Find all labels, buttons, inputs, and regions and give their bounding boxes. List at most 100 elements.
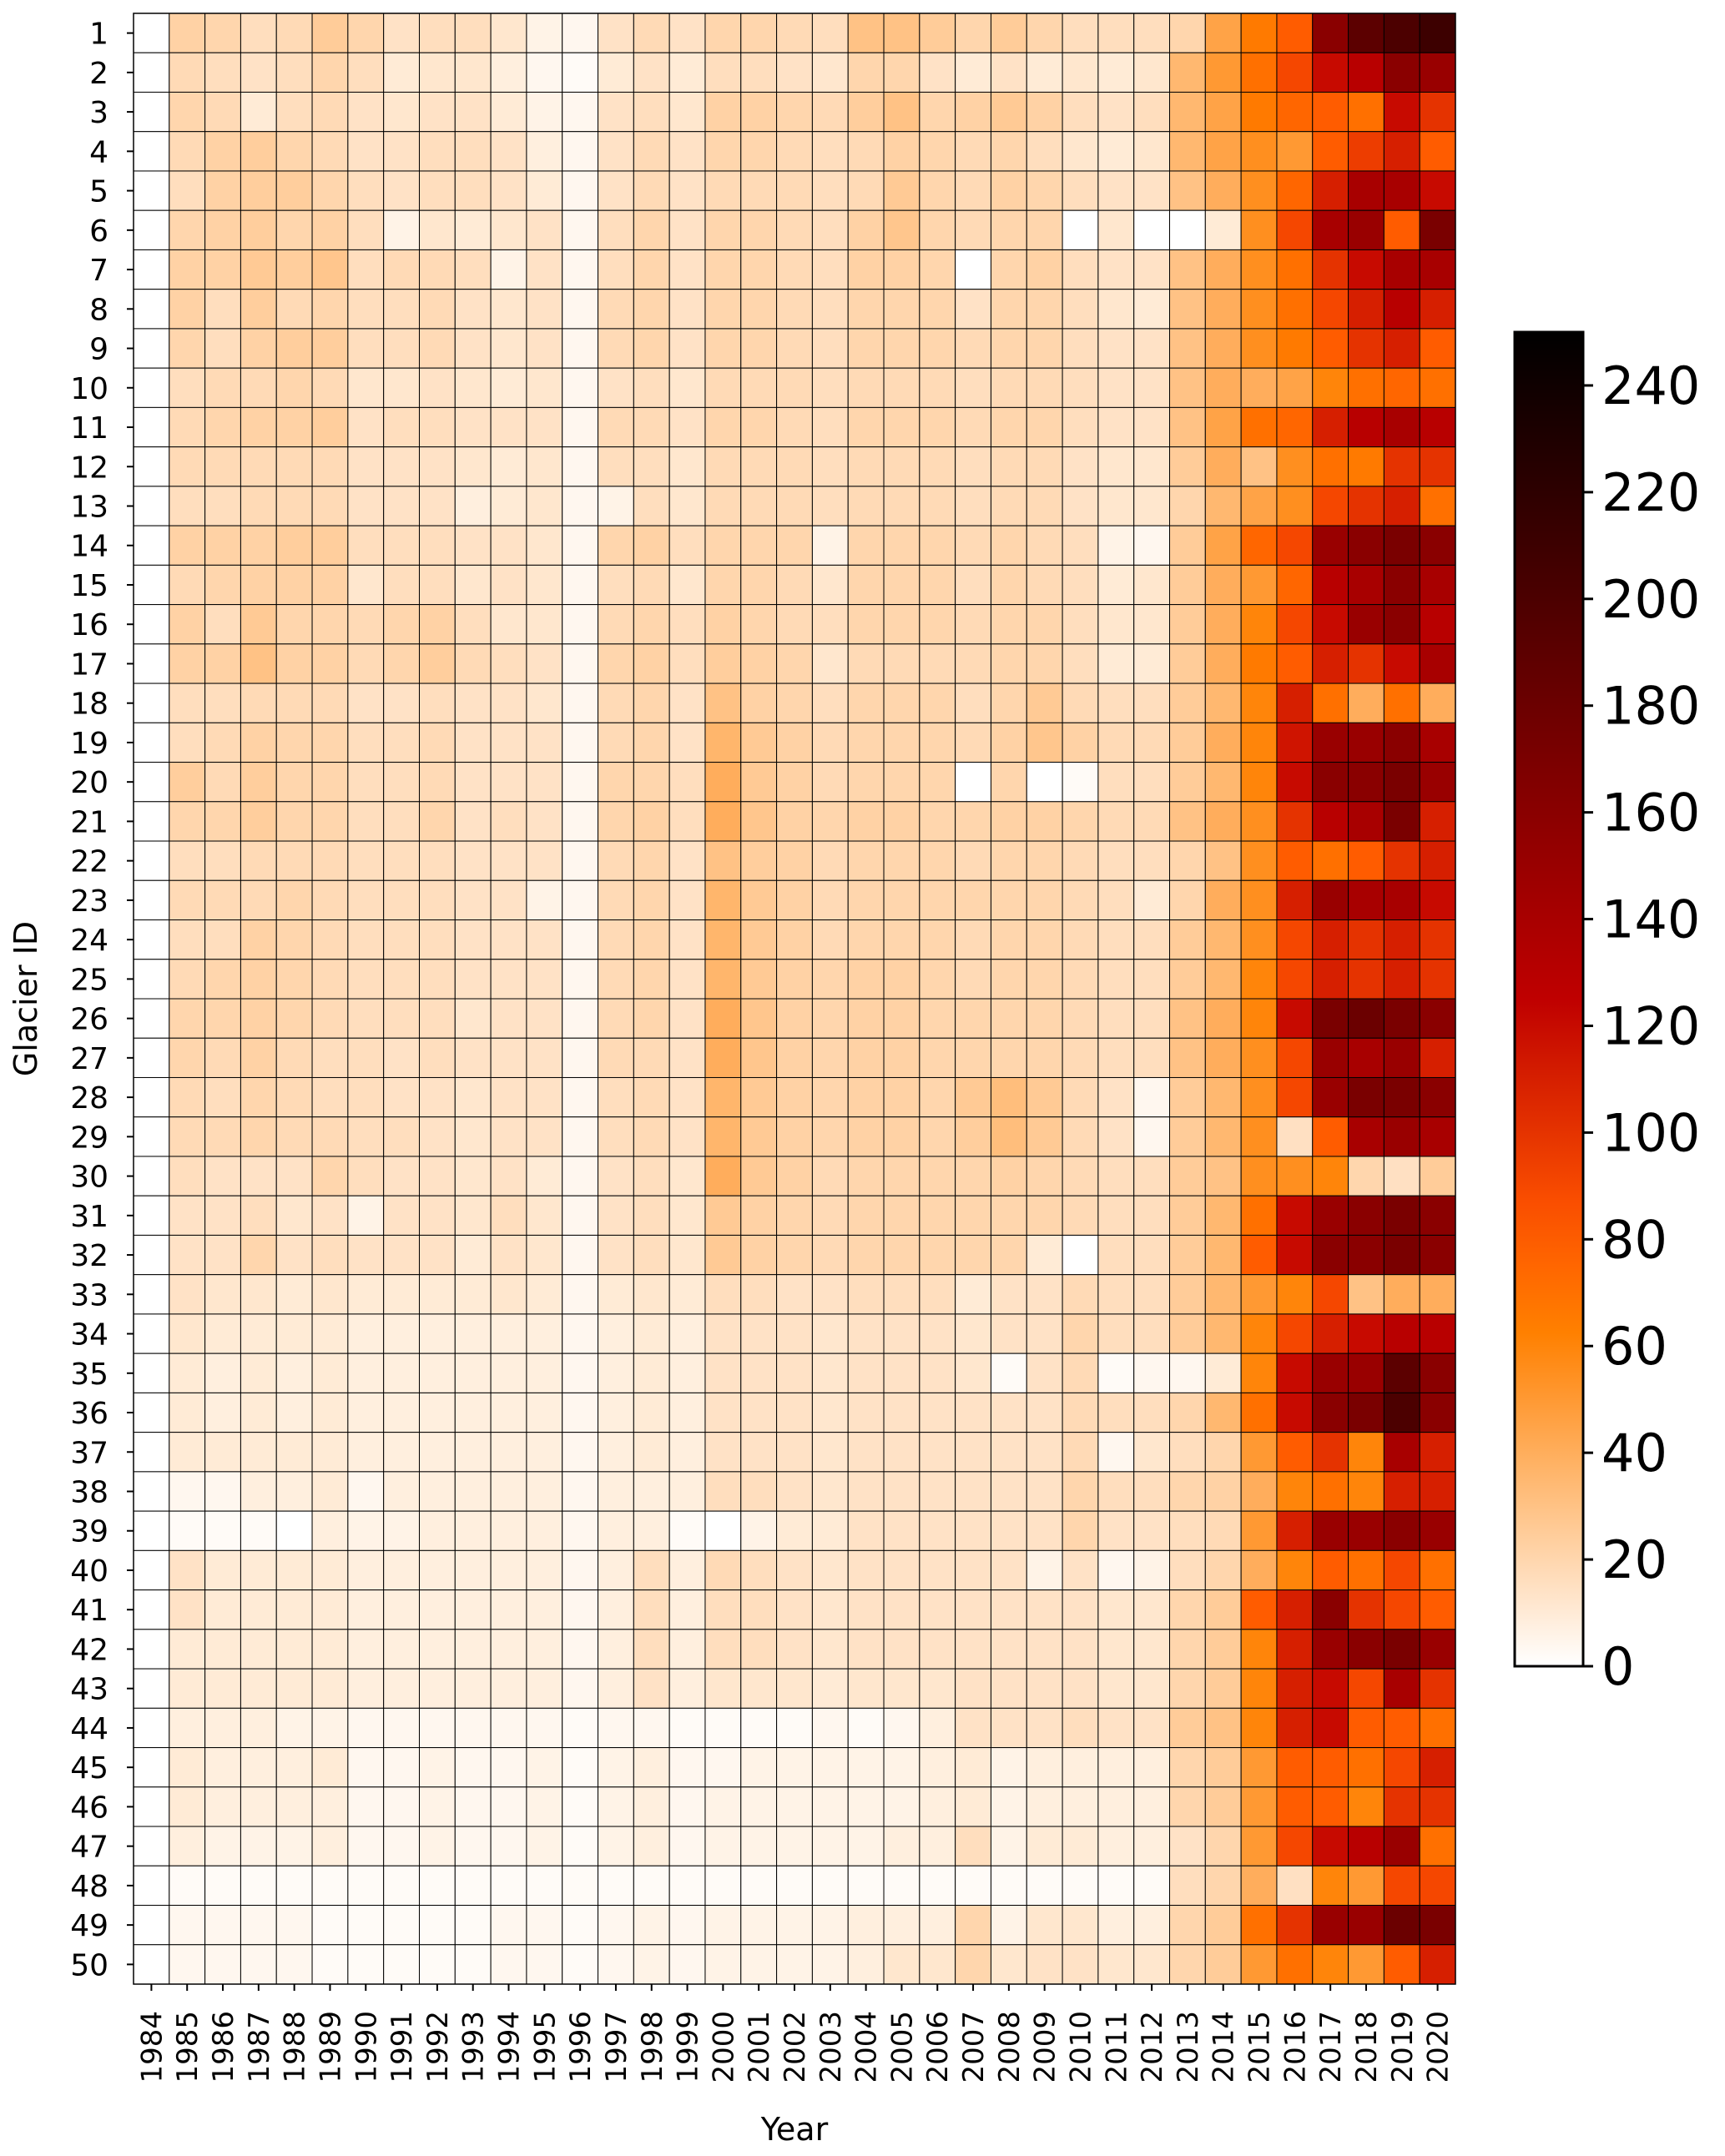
heatmap-cell: [776, 604, 813, 645]
heatmap-cell: [347, 1707, 385, 1749]
heatmap-cell: [1419, 1826, 1456, 1866]
heatmap-cell: [526, 1549, 563, 1591]
heatmap-cell: [1240, 13, 1278, 53]
heatmap-cell: [633, 52, 670, 93]
heatmap-cell: [704, 486, 742, 526]
heatmap-cell: [1133, 1037, 1171, 1078]
heatmap-cell: [133, 1629, 170, 1670]
heatmap-cell: [562, 209, 599, 250]
heatmap-cell: [204, 1471, 241, 1512]
heatmap-cell: [1348, 289, 1385, 330]
heatmap-cell: [240, 998, 277, 1039]
heatmap-cell: [1240, 683, 1278, 723]
heatmap-cell: [847, 170, 885, 211]
heatmap-cell: [526, 1234, 563, 1276]
heatmap-cell: [1062, 1865, 1099, 1907]
heatmap-cell: [776, 1629, 813, 1670]
heatmap-cell: [347, 249, 385, 290]
heatmap-cell: [598, 1037, 634, 1078]
heatmap-cell: [776, 1076, 813, 1118]
heatmap-cell: [1026, 1195, 1063, 1236]
heatmap-cell: [311, 1826, 349, 1866]
heatmap-cell: [1097, 840, 1135, 881]
heatmap-cell: [133, 1786, 170, 1827]
heatmap-cell: [668, 52, 706, 93]
heatmap-cell: [704, 289, 742, 330]
heatmap-cell: [704, 1392, 742, 1433]
colorbar-tick-label: 140: [1601, 889, 1700, 950]
heatmap-cell: [275, 1549, 313, 1591]
heatmap-cell: [740, 1707, 778, 1749]
heatmap-cell: [1169, 1629, 1206, 1670]
heatmap-cell: [1169, 840, 1206, 881]
heatmap-cell: [526, 486, 563, 526]
heatmap-cell: [275, 1707, 313, 1749]
heatmap-cell: [1276, 131, 1314, 172]
heatmap-cell: [811, 1549, 849, 1591]
heatmap-cell: [275, 1944, 313, 1985]
heatmap-cell: [704, 1944, 742, 1985]
heatmap-cell: [1276, 209, 1314, 250]
heatmap-cell: [740, 91, 778, 133]
heatmap-cell: [919, 1274, 956, 1315]
heatmap-cell: [169, 131, 206, 172]
y-tick-label: 20: [70, 766, 108, 800]
heatmap-cell: [1276, 722, 1314, 763]
heatmap-cell: [990, 1156, 1027, 1196]
heatmap-cell: [955, 1826, 991, 1866]
heatmap-cell: [1312, 919, 1349, 960]
heatmap-cell: [418, 801, 456, 842]
heatmap-cell: [347, 643, 385, 684]
heatmap-cell: [1062, 170, 1099, 211]
heatmap-cell: [1204, 91, 1242, 133]
heatmap-cell: [955, 328, 991, 369]
heatmap-cell: [526, 1747, 563, 1788]
heatmap-cell: [275, 919, 313, 960]
heatmap-cell: [811, 1234, 849, 1276]
heatmap-cell: [1204, 643, 1242, 684]
heatmap-cell: [598, 13, 634, 53]
heatmap-cell: [883, 564, 921, 606]
y-tick-label: 1: [89, 18, 108, 52]
heatmap-cell: [990, 643, 1027, 684]
heatmap-cell: [1312, 998, 1349, 1039]
heatmap-cell: [1240, 1353, 1278, 1393]
heatmap-cell: [1169, 1786, 1206, 1827]
heatmap-cell: [1097, 683, 1135, 723]
heatmap-cell: [1169, 486, 1206, 526]
heatmap-cell: [1312, 959, 1349, 1000]
heatmap-cell: [811, 1589, 849, 1630]
heatmap-cell: [1062, 1510, 1099, 1551]
heatmap-cell: [990, 249, 1027, 290]
x-tick-label: 1985: [171, 2011, 204, 2083]
heatmap-cell: [955, 1668, 991, 1709]
heatmap-cell: [133, 1313, 170, 1354]
heatmap-cell: [169, 1747, 206, 1788]
heatmap-cell: [1383, 91, 1420, 133]
heatmap-cell: [598, 1589, 634, 1630]
heatmap-cell: [240, 1274, 277, 1315]
heatmap-cell: [704, 1076, 742, 1118]
y-tick-label: 6: [89, 214, 108, 249]
heatmap-cell: [633, 1156, 670, 1196]
heatmap-cell: [668, 801, 706, 842]
heatmap-cell: [1348, 919, 1385, 960]
heatmap-cell: [204, 1234, 241, 1276]
heatmap-cell: [955, 249, 991, 290]
heatmap-cell: [1276, 13, 1314, 53]
heatmap-cell: [1204, 1274, 1242, 1315]
heatmap-cell: [169, 1076, 206, 1118]
heatmap-cell: [1133, 367, 1171, 408]
heatmap-cell: [240, 1353, 277, 1393]
heatmap-cell: [562, 643, 599, 684]
heatmap-cell: [1026, 762, 1063, 803]
heatmap-cell: [633, 131, 670, 172]
y-tick-label: 12: [70, 451, 108, 485]
heatmap-cell: [1240, 840, 1278, 881]
heatmap-cell: [776, 52, 813, 93]
heatmap-cell: [240, 131, 277, 172]
heatmap-cell: [776, 1549, 813, 1591]
heatmap-cell: [598, 170, 634, 211]
heatmap-cell: [633, 1944, 670, 1985]
